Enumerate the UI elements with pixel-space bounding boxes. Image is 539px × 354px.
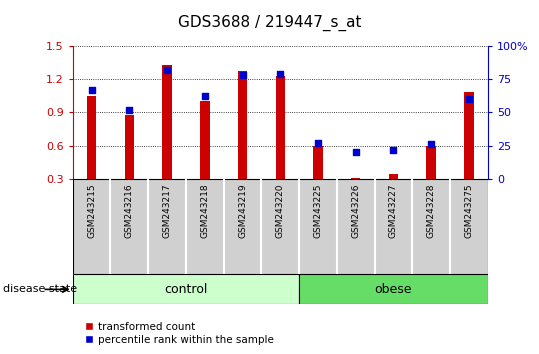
Bar	[426, 145, 436, 179]
Bar	[299, 274, 488, 304]
Bar	[125, 115, 134, 179]
Point	[389, 147, 398, 152]
Text: GSM243215: GSM243215	[87, 183, 96, 238]
Text: GSM243217: GSM243217	[163, 183, 171, 238]
Bar	[73, 274, 299, 304]
Bar	[238, 72, 247, 179]
Point	[427, 141, 436, 147]
Text: GSM243218: GSM243218	[201, 183, 209, 238]
Text: GSM243227: GSM243227	[389, 183, 398, 238]
Bar	[275, 76, 285, 179]
Text: disease state: disease state	[3, 284, 77, 295]
Text: GDS3688 / 219447_s_at: GDS3688 / 219447_s_at	[178, 15, 361, 31]
Text: GSM243225: GSM243225	[314, 183, 322, 238]
Text: GSM243216: GSM243216	[125, 183, 134, 238]
Bar	[313, 145, 323, 179]
Point	[201, 93, 209, 99]
Point	[351, 149, 360, 155]
Point	[87, 87, 96, 93]
Point	[314, 140, 322, 146]
Point	[465, 96, 473, 102]
Bar	[162, 65, 172, 179]
Text: GSM243226: GSM243226	[351, 183, 360, 238]
Bar	[87, 96, 96, 179]
Bar	[464, 92, 474, 179]
Text: control: control	[164, 283, 208, 296]
Point	[238, 73, 247, 78]
Text: GSM243228: GSM243228	[427, 183, 436, 238]
Text: GSM243275: GSM243275	[465, 183, 473, 238]
Point	[125, 107, 134, 113]
Text: GSM243219: GSM243219	[238, 183, 247, 238]
Bar	[389, 174, 398, 179]
Point	[276, 71, 285, 77]
Bar	[351, 178, 361, 179]
Text: obese: obese	[375, 283, 412, 296]
Text: GSM243220: GSM243220	[276, 183, 285, 238]
Point	[163, 67, 171, 73]
Legend: transformed count, percentile rank within the sample: transformed count, percentile rank withi…	[81, 317, 279, 349]
Bar	[200, 101, 210, 179]
